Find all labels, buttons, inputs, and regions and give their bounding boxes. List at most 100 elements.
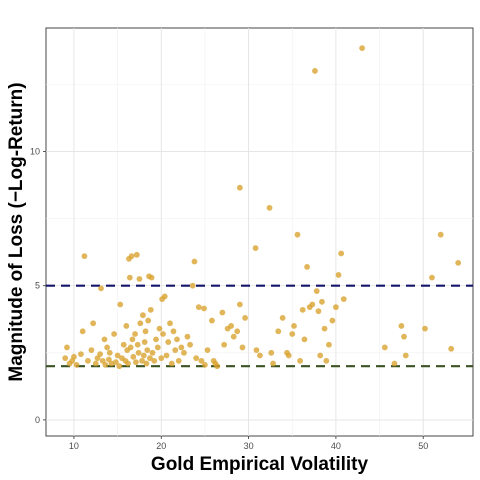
data-point	[455, 259, 462, 266]
x-tick-label: 30	[244, 441, 254, 451]
data-point	[221, 341, 228, 348]
reference-lines	[46, 284, 473, 368]
data-point	[313, 288, 320, 294]
y-axis-title: Magnitude of Loss (−Log-Return)	[6, 82, 27, 381]
data-point	[141, 339, 148, 345]
data-point	[191, 258, 198, 265]
data-point	[242, 314, 248, 321]
data-point	[326, 341, 332, 348]
data-point	[145, 317, 152, 324]
data-point	[120, 341, 127, 348]
data-point	[92, 360, 99, 367]
data-point	[178, 344, 185, 351]
data-point	[62, 355, 69, 362]
data-point	[85, 357, 91, 364]
data-point	[160, 331, 166, 337]
data-point	[309, 301, 316, 308]
data-point	[198, 357, 205, 364]
data-point	[154, 344, 161, 351]
data-point	[128, 253, 135, 260]
data-point	[219, 309, 226, 316]
data-point	[127, 344, 134, 351]
data-point	[333, 304, 339, 311]
data-point	[266, 204, 273, 211]
x-tick-label: 40	[331, 441, 341, 451]
data-point	[78, 351, 84, 358]
data-point	[289, 331, 296, 337]
data-point	[429, 274, 435, 281]
data-point	[299, 306, 306, 313]
data-point	[170, 328, 177, 335]
data-point	[275, 328, 282, 335]
data-point	[195, 304, 202, 311]
data-point	[112, 359, 119, 366]
data-point	[151, 357, 158, 364]
data-point	[104, 344, 111, 351]
data-point	[323, 357, 330, 364]
data-point	[257, 352, 263, 359]
data-point	[140, 312, 146, 319]
data-point	[291, 323, 297, 329]
data-point	[149, 349, 156, 356]
data-point	[161, 293, 168, 300]
data-point	[90, 320, 97, 327]
y-tick-label: 5	[35, 281, 40, 291]
data-point	[153, 336, 159, 343]
data-point	[312, 68, 318, 74]
data-point	[139, 357, 145, 364]
data-point	[181, 349, 187, 356]
data-point	[79, 328, 86, 335]
data-point	[134, 341, 141, 348]
data-point	[422, 325, 428, 332]
data-point	[143, 360, 150, 367]
data-point	[236, 301, 243, 308]
data-point	[144, 347, 151, 354]
data-point	[137, 320, 144, 327]
data-point	[285, 352, 292, 359]
data-point	[147, 355, 153, 362]
data-point	[126, 274, 133, 281]
data-point	[301, 336, 308, 343]
data-point	[133, 359, 139, 366]
data-point	[114, 352, 121, 359]
data-point	[209, 317, 215, 324]
data-point	[165, 339, 172, 345]
data-point	[168, 360, 175, 367]
data-point	[448, 345, 455, 352]
data-point	[234, 328, 241, 335]
data-point	[133, 251, 140, 258]
x-axis-ticks: 10 20 30 40 50	[69, 436, 428, 451]
x-axis-title: Gold Empirical Volatility	[151, 454, 369, 475]
data-point	[156, 325, 163, 332]
data-point	[71, 353, 77, 360]
data-point	[402, 352, 409, 359]
panel-background	[45, 27, 474, 437]
data-point	[111, 331, 118, 337]
data-point	[338, 250, 345, 257]
data-point	[130, 353, 137, 360]
data-point	[304, 263, 310, 270]
data-point	[187, 341, 193, 348]
data-point	[73, 361, 80, 368]
data-point	[172, 347, 179, 354]
data-point	[335, 272, 342, 278]
data-point	[129, 336, 136, 343]
data-point	[230, 333, 237, 340]
y-tick-label: 10	[30, 146, 40, 156]
data-point	[174, 336, 180, 343]
data-point	[106, 349, 113, 356]
data-point	[329, 317, 336, 324]
data-point	[294, 231, 301, 238]
data-point	[236, 184, 243, 191]
data-point	[437, 231, 444, 238]
data-point	[136, 276, 143, 282]
data-point	[253, 347, 260, 354]
data-point	[81, 253, 88, 260]
data-point	[202, 361, 208, 368]
data-point	[398, 323, 405, 329]
data-point	[359, 45, 366, 52]
data-point	[270, 360, 276, 367]
data-point	[279, 314, 286, 321]
data-point	[201, 305, 207, 312]
